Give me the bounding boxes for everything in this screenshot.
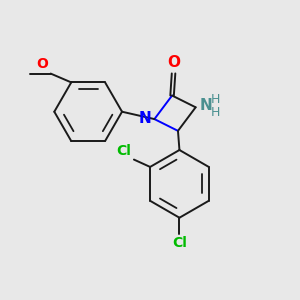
Text: H: H <box>211 93 220 106</box>
Text: O: O <box>36 57 48 71</box>
Text: H: H <box>211 106 220 119</box>
Text: Cl: Cl <box>117 144 132 158</box>
Text: O: O <box>167 55 180 70</box>
Text: Cl: Cl <box>172 236 187 250</box>
Text: N: N <box>138 111 151 126</box>
Text: N: N <box>200 98 213 113</box>
